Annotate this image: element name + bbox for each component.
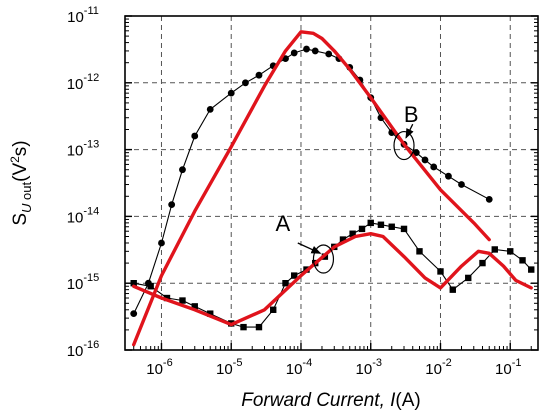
y-tick-label: 10-15 <box>67 272 100 293</box>
y-tick-label: 10-13 <box>67 139 100 160</box>
y-tick-label: 10-16 <box>67 339 100 360</box>
y-tick-label: 10-11 <box>67 5 99 26</box>
data-point-b <box>255 71 263 79</box>
data-point-a <box>163 294 171 302</box>
x-axis-title: Forward Current, I(A) <box>241 390 420 411</box>
data-point-a <box>270 306 277 313</box>
data-point-a <box>282 280 289 287</box>
data-point-a <box>191 303 198 310</box>
data-point-a <box>528 266 535 273</box>
data-point-a <box>255 323 263 331</box>
data-point-a <box>400 225 408 233</box>
data-point-a <box>437 268 444 275</box>
annotation-ellipse-b <box>393 130 415 161</box>
x-tick-label: 10-1 <box>495 357 521 378</box>
data-point-b <box>421 156 429 164</box>
data-point-b <box>191 132 199 140</box>
data-point-a <box>388 223 395 230</box>
data-point-b <box>458 181 465 188</box>
data-point-a <box>179 297 186 304</box>
x-tick-label: 10-4 <box>286 357 312 378</box>
data-point-b <box>130 310 138 318</box>
data-point-a <box>349 230 356 237</box>
plot-frame <box>125 16 538 350</box>
data-point-b <box>485 195 493 203</box>
data-point-b <box>445 172 452 180</box>
data-point-a <box>507 248 514 255</box>
y-tick-label: 10-14 <box>67 205 100 226</box>
data-point-a <box>339 236 347 243</box>
data-point-b <box>206 105 214 113</box>
x-tick-label: 10-6 <box>146 357 172 378</box>
data-point-a <box>358 225 366 233</box>
annotation-label-a: A <box>276 211 291 236</box>
data-point-b <box>290 49 298 57</box>
annotations: BA <box>276 102 419 274</box>
data-point-b <box>430 163 438 171</box>
data-point-a <box>519 257 526 264</box>
data-point-b <box>227 89 235 97</box>
series-line-b-model <box>131 30 491 347</box>
data-point-a <box>207 310 214 317</box>
data-point-a <box>240 323 247 331</box>
data-point-b <box>158 239 165 247</box>
data-point-a <box>367 219 374 227</box>
data-point-a <box>465 274 472 282</box>
data-point-b <box>242 79 249 87</box>
data-point-a <box>291 272 298 279</box>
data-point-a <box>130 280 137 287</box>
annotation-arrow-b <box>405 123 414 139</box>
x-tick-label: 10-5 <box>216 357 242 378</box>
data-point-a <box>491 246 498 253</box>
series-layer <box>130 30 535 347</box>
data-point-a <box>147 283 154 290</box>
data-point-b <box>311 47 319 55</box>
series-line-a-model <box>131 231 533 327</box>
y-tick-label: 10-12 <box>67 72 100 93</box>
data-point-b <box>325 50 333 58</box>
data-point-a <box>449 286 456 293</box>
annotation-ellipse-a <box>312 244 335 274</box>
data-point-a <box>377 221 385 228</box>
y-axis-title: SU out(V2s) <box>8 140 34 225</box>
x-tick-label: 10-2 <box>425 357 451 378</box>
data-point-b <box>412 149 420 157</box>
x-tick-label: 10-3 <box>356 357 382 378</box>
annotation-label-b: B <box>404 102 419 127</box>
plot-border <box>124 15 539 351</box>
data-point-b <box>179 166 186 174</box>
data-point-b <box>303 45 310 53</box>
data-point-a <box>416 248 423 255</box>
annotation-arrow-a <box>297 242 322 254</box>
data-point-b <box>168 201 176 209</box>
data-point-a <box>479 259 486 267</box>
